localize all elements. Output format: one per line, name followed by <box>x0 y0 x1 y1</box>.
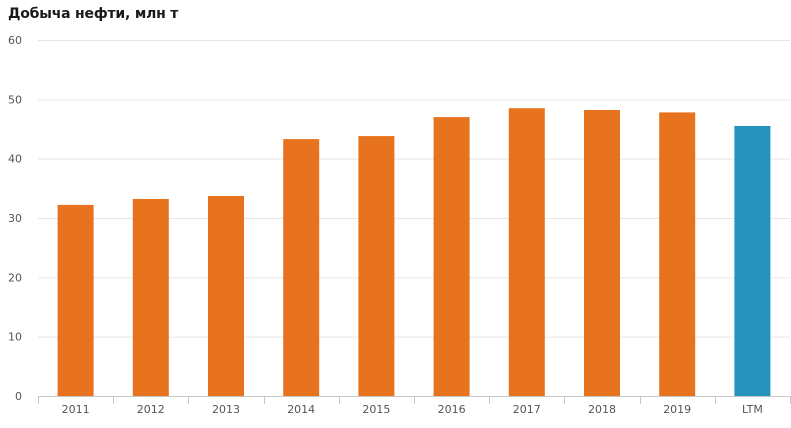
bar <box>734 126 771 396</box>
x-tick-label: 2013 <box>212 403 240 416</box>
x-tick-label: 2015 <box>362 403 390 416</box>
bar <box>659 112 696 397</box>
x-tick-label: 2016 <box>438 403 466 416</box>
x-tick-label: 2019 <box>663 403 691 416</box>
bar <box>208 196 244 396</box>
bar <box>433 117 470 396</box>
bar <box>508 108 545 396</box>
x-tick-label: 2014 <box>287 403 315 416</box>
y-tick-label: 0 <box>15 390 22 403</box>
y-tick-label: 10 <box>8 331 22 344</box>
x-tick-label: LTM <box>742 403 763 416</box>
bar <box>132 199 169 396</box>
x-tick-label: 2017 <box>513 403 541 416</box>
y-tick-label: 20 <box>8 271 22 284</box>
y-tick-label: 60 <box>8 34 22 47</box>
bar <box>358 136 395 396</box>
bar <box>283 139 320 396</box>
x-tick-label: 2018 <box>588 403 616 416</box>
y-tick-label: 30 <box>8 212 22 225</box>
bar <box>57 204 94 396</box>
x-tick-label: 2011 <box>62 403 90 416</box>
x-tick-label: 2012 <box>137 403 165 416</box>
y-tick-label: 40 <box>8 153 22 166</box>
y-tick-label: 50 <box>8 93 22 106</box>
chart-title: Добыча нефти, млн т <box>8 6 179 22</box>
bar <box>584 110 620 396</box>
